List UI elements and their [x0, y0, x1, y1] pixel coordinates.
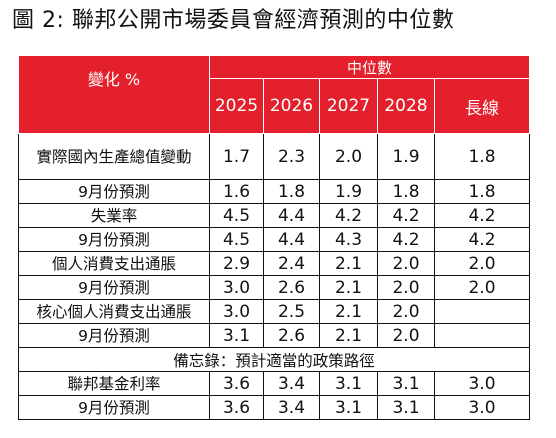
table-row: 9月份預測 4.5 4.4 4.3 4.2 4.2	[18, 227, 530, 252]
table-cell: 3.1	[377, 395, 435, 420]
fomc-projections-table: 變化 % 中位數 2025 2026 2027 2028 長線 實際國內生產總值…	[18, 55, 530, 420]
table-cell: 4.2	[377, 203, 435, 228]
table-cell: 4.2	[434, 203, 530, 228]
median-group-header: 中位數	[209, 55, 530, 79]
table-cell: 4.4	[263, 203, 320, 228]
table-cell: 1.8	[434, 179, 530, 204]
table-cell: 3.4	[263, 395, 320, 420]
table-cell: 3.1	[209, 323, 264, 348]
page-title: 圖 2: 聯邦公開市場委員會經濟預測的中位數	[12, 8, 455, 33]
table-cell	[434, 323, 530, 348]
table-row: 9月份預測 1.6 1.8 1.9 1.8 1.8	[18, 179, 530, 204]
header-row-group: 變化 % 中位數	[18, 55, 530, 134]
table-cell: 2.0	[319, 133, 378, 180]
table-row: 9月份預測 3.0 2.6 2.1 2.0 2.0	[18, 275, 530, 300]
table-cell: 1.8	[377, 179, 435, 204]
table-cell: 3.1	[319, 395, 378, 420]
row-label: 個人消費支出通脹	[18, 251, 210, 276]
column-header: 2028	[377, 78, 435, 134]
table-cell: 2.0	[377, 323, 435, 348]
table-cell: 3.0	[209, 275, 264, 300]
table-cell: 2.6	[263, 275, 320, 300]
table-cell: 2.1	[319, 323, 378, 348]
table-cell: 4.2	[434, 227, 530, 252]
table-row: 9月份預測 3.1 2.6 2.1 2.0	[18, 323, 530, 348]
table-cell: 2.0	[377, 251, 435, 276]
table-row: 9月份預測 3.6 3.4 3.1 3.1 3.0	[18, 395, 530, 420]
row-label: 聯邦基金利率	[18, 371, 210, 396]
row-label: 9月份預測	[18, 395, 210, 420]
table-cell: 3.6	[209, 395, 264, 420]
table-row: 聯邦基金利率 3.6 3.4 3.1 3.1 3.0	[18, 371, 530, 396]
table-cell: 4.4	[263, 227, 320, 252]
table-cell: 2.1	[319, 251, 378, 276]
table-cell: 4.5	[209, 203, 264, 228]
column-header: 長線	[434, 78, 530, 134]
table-cell: 2.3	[263, 133, 320, 180]
row-label: 9月份預測	[18, 179, 210, 204]
table-cell: 1.6	[209, 179, 264, 204]
row-label: 核心個人消費支出通脹	[18, 299, 210, 324]
table-row: 核心個人消費支出通脹 3.0 2.5 2.1 2.0	[18, 299, 530, 324]
table-cell: 3.4	[263, 371, 320, 396]
row-label: 9月份預測	[18, 323, 210, 348]
table-cell: 3.0	[209, 299, 264, 324]
table-cell: 1.8	[434, 133, 530, 180]
table-cell: 2.9	[209, 251, 264, 276]
memo-label: 備忘錄：預計適當的政策路徑	[18, 347, 530, 372]
table-cell: 2.5	[263, 299, 320, 324]
row-label: 9月份預測	[18, 227, 210, 252]
row-label: 9月份預測	[18, 275, 210, 300]
table-row: 實際國內生產總值變動 1.7 2.3 2.0 1.9 1.8	[18, 133, 530, 180]
table-cell: 1.7	[209, 133, 264, 180]
row-label: 失業率	[18, 203, 210, 228]
table-cell: 2.1	[319, 299, 378, 324]
table-cell: 3.6	[209, 371, 264, 396]
table-cell: 2.6	[263, 323, 320, 348]
table-cell: 1.8	[263, 179, 320, 204]
table-cell: 1.9	[319, 179, 378, 204]
table-cell: 4.2	[319, 203, 378, 228]
table-row: 失業率 4.5 4.4 4.2 4.2 4.2	[18, 203, 530, 228]
table-cell: 4.2	[377, 227, 435, 252]
table-cell: 2.1	[319, 275, 378, 300]
header-row-columns: 2025 2026 2027 2028 長線	[19, 78, 530, 134]
table-cell	[434, 299, 530, 324]
table-cell: 2.4	[263, 251, 320, 276]
memo-row: 備忘錄：預計適當的政策路徑	[18, 347, 530, 372]
table-cell: 3.0	[434, 371, 530, 396]
table-cell: 1.9	[377, 133, 435, 180]
table-cell: 2.0	[434, 251, 530, 276]
column-header: 2027	[319, 78, 378, 134]
table-cell: 3.0	[434, 395, 530, 420]
table-cell: 2.0	[377, 275, 435, 300]
row-header-cell: 變化 %	[18, 55, 210, 134]
table-cell: 2.0	[434, 275, 530, 300]
row-label: 實際國內生產總值變動	[18, 133, 210, 180]
column-header: 2026	[263, 78, 320, 134]
table-cell: 3.1	[377, 371, 435, 396]
column-header: 2025	[209, 78, 264, 134]
table-cell: 4.5	[209, 227, 264, 252]
table-cell: 4.3	[319, 227, 378, 252]
table-row: 個人消費支出通脹 2.9 2.4 2.1 2.0 2.0	[18, 251, 530, 276]
table-cell: 2.0	[377, 299, 435, 324]
table-cell: 3.1	[319, 371, 378, 396]
